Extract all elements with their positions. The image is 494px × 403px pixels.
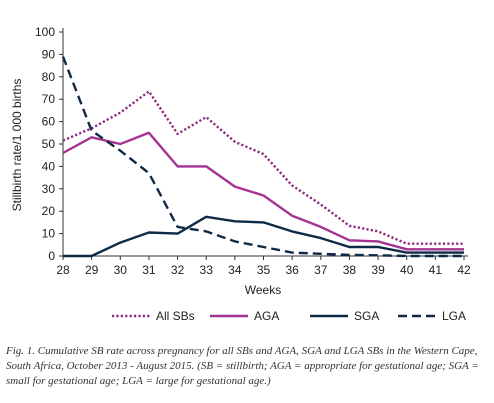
x-tick-label: 31 — [142, 263, 156, 277]
x-axis-ticks: 28 29 30 31 32 33 34 35 36 37 38 39 40 41 42 — [56, 256, 471, 277]
legend-label: AGA — [254, 309, 279, 323]
y-tick-label: 40 — [42, 159, 56, 173]
legend: All SBs AGA SGA LGA — [112, 309, 466, 323]
x-tick-label: 34 — [228, 263, 242, 277]
x-axis-title: Weeks — [245, 283, 281, 297]
y-axis-ticks: 0 10 20 30 40 50 60 70 80 90 100 — [35, 25, 63, 263]
x-tick-label: 33 — [200, 263, 214, 277]
x-tick-label: 36 — [285, 263, 299, 277]
x-tick-label: 37 — [314, 263, 328, 277]
x-tick-label: 39 — [371, 263, 385, 277]
y-tick-label: 90 — [42, 47, 56, 61]
legend-label: LGA — [442, 309, 466, 323]
y-axis-title: Stillbirth rate/1 000 births — [10, 79, 24, 212]
x-tick-label: 32 — [171, 263, 185, 277]
y-tick-label: 10 — [42, 227, 56, 241]
x-tick-label: 28 — [56, 263, 70, 277]
series-line-sga — [63, 215, 464, 258]
series-line-lga — [61, 56, 464, 258]
y-tick-label: 0 — [48, 249, 55, 263]
legend-label: All SBs — [156, 309, 195, 323]
legend-label: SGA — [354, 309, 379, 323]
y-tick-label: 80 — [42, 70, 56, 84]
x-tick-label: 40 — [400, 263, 414, 277]
x-tick-label: 38 — [343, 263, 357, 277]
x-tick-label: 42 — [457, 263, 471, 277]
y-tick-label: 50 — [42, 137, 56, 151]
y-tick-label: 30 — [42, 182, 56, 196]
y-tick-label: 100 — [35, 25, 55, 39]
series-line-all-sbs — [62, 90, 464, 245]
figure-panel: 0 10 20 30 40 50 60 70 80 90 100 28 29 30 31 32 33 34 35 3… — [10, 25, 471, 323]
series-lines — [61, 56, 464, 258]
x-tick-label: 35 — [257, 263, 271, 277]
x-tick-label: 29 — [85, 263, 99, 277]
y-tick-label: 60 — [42, 115, 56, 129]
figure-caption: Fig. 1. Cumulative SB rate across pregna… — [6, 345, 479, 387]
x-tick-label: 30 — [114, 263, 128, 277]
x-tick-label: 41 — [429, 263, 443, 277]
y-tick-label: 20 — [42, 204, 56, 218]
series-line-aga — [62, 131, 464, 251]
y-tick-label: 70 — [42, 92, 56, 106]
line-chart: 0 10 20 30 40 50 60 70 80 90 100 28 29 30 31 32 33 34 35 3… — [10, 25, 471, 323]
